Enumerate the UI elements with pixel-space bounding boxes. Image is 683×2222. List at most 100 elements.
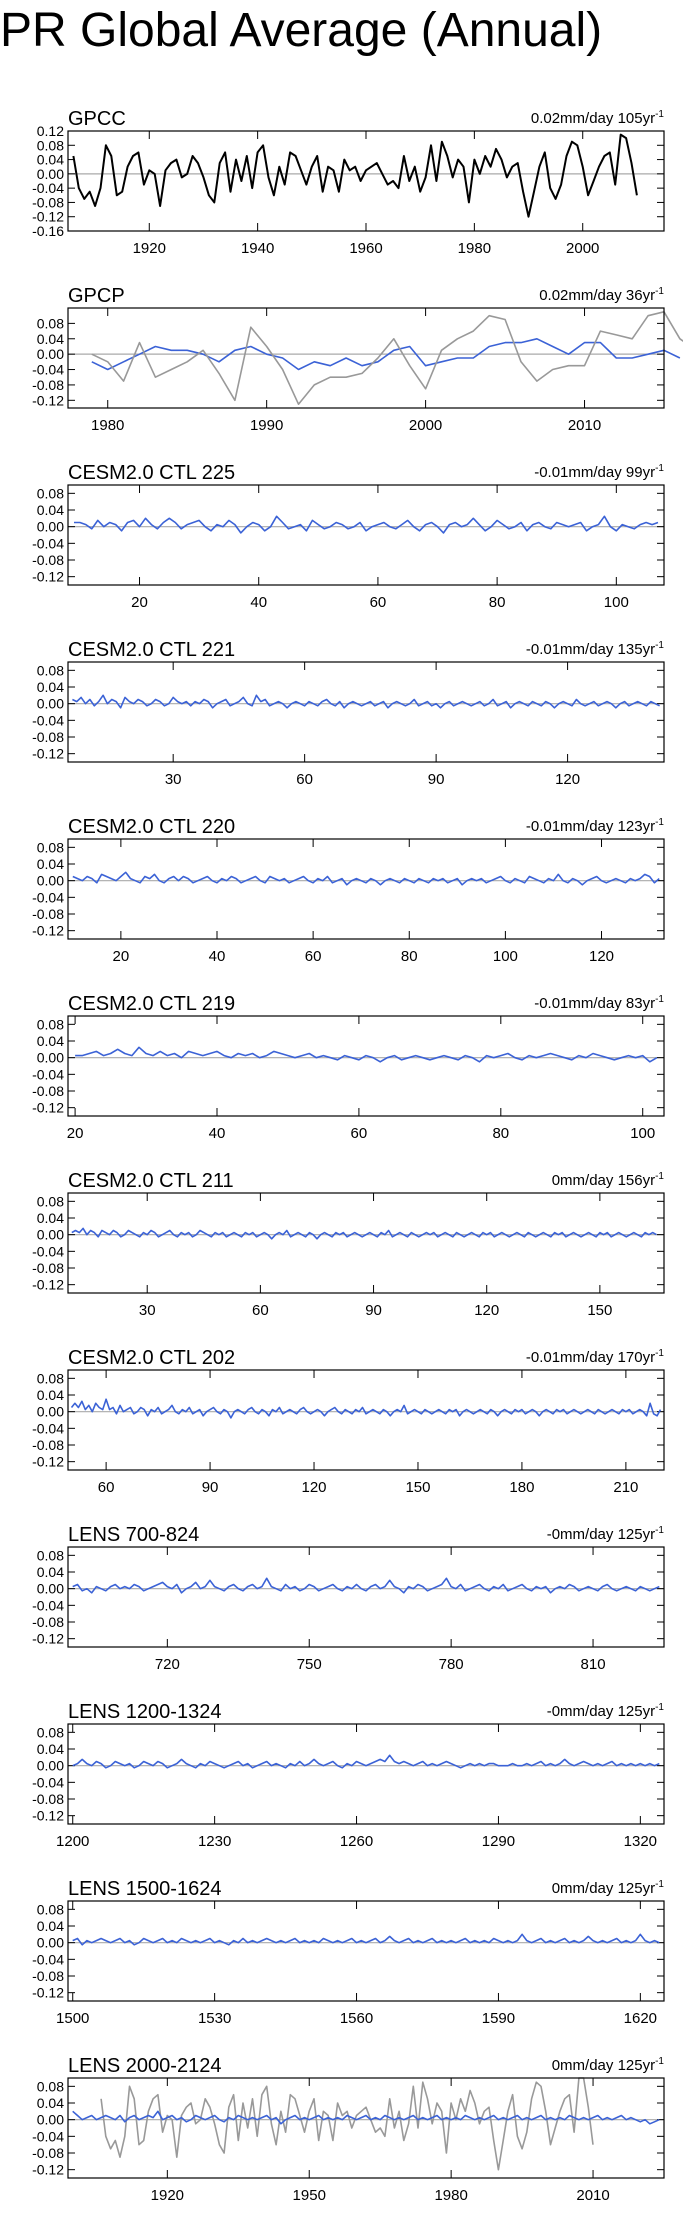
series-line — [70, 1398, 662, 1419]
y-tick-label: 0.04 — [37, 1387, 64, 1403]
x-tick-label: 1290 — [482, 1833, 515, 1850]
trend-superscript: -1 — [655, 1702, 664, 1713]
y-tick-label: -0.12 — [32, 1454, 64, 1470]
plot-frame — [67, 307, 665, 409]
panel-9: LENS 700-824 -0mm/day 125yr-1 0.080.040.00… — [32, 1524, 665, 1673]
trend-label: 0mm/day 156yr-1 — [552, 1171, 665, 1189]
y-tick-label: -0.08 — [32, 377, 64, 393]
trend-value: 0mm/day 125yr — [552, 1880, 655, 1897]
panel-5: CESM2.0 CTL 220 -0.01mm/day 123yr-10.080.… — [32, 816, 665, 965]
x-tick-label: 60 — [98, 1479, 115, 1496]
y-tick-label: 0.08 — [37, 485, 64, 501]
y-tick-label: 0.08 — [37, 1370, 64, 1386]
x-tick-label: 20 — [113, 948, 130, 965]
y-tick-label: 0.08 — [37, 1193, 64, 1209]
panel-title: CESM2.0 CTL 220 — [68, 816, 235, 838]
y-tick-label: -0.08 — [32, 1968, 64, 1984]
y-tick-label: -0.12 — [32, 1985, 64, 2001]
x-tick-label: 1990 — [250, 417, 283, 434]
y-tick-label: 0.04 — [37, 856, 64, 872]
y-tick-label: -0.12 — [32, 1631, 64, 1647]
plot-frame — [67, 1192, 665, 1294]
y-tick-label: 0.04 — [37, 1741, 64, 1757]
y-tick-label: 0.00 — [37, 873, 64, 889]
y-tick-label: -0.12 — [32, 1808, 64, 1824]
x-tick-label: 60 — [351, 1125, 368, 1142]
trend-superscript: -1 — [655, 817, 664, 828]
panel-3: CESM2.0 CTL 225 -0.01mm/day 99yr-10.080.0… — [32, 462, 665, 611]
y-tick-label: -0.12 — [32, 392, 64, 408]
plot-frame — [67, 484, 665, 586]
y-tick-label: -0.04 — [32, 1951, 64, 1967]
y-tick-label: -0.08 — [32, 194, 64, 210]
plot-frame — [67, 1369, 665, 1471]
trend-label: -0mm/day 125yr-1 — [547, 1525, 665, 1543]
y-tick-label: -0.04 — [32, 712, 64, 728]
y-tick-label: -0.12 — [32, 923, 64, 939]
y-tick-label: 0.04 — [37, 152, 64, 168]
trend-superscript: -1 — [655, 1879, 664, 1890]
page-title: PR Global Average (Annual) — [0, 4, 603, 57]
x-tick-label: 120 — [589, 948, 614, 965]
panel-title: LENS 1500-1624 — [68, 1878, 221, 1900]
x-tick-label: 80 — [401, 948, 418, 965]
panel-title: GPCC — [68, 108, 126, 130]
x-tick-label: 60 — [370, 594, 387, 611]
trend-label: 0mm/day 125yr-1 — [552, 1879, 665, 1897]
trend-superscript: -1 — [655, 286, 664, 297]
y-tick-label: 0.00 — [37, 166, 64, 182]
trend-value: 0.02mm/day 36yr — [539, 287, 655, 304]
y-tick-label: 0.08 — [37, 839, 64, 855]
y-tick-label: -0.04 — [32, 1597, 64, 1613]
x-tick-label: 60 — [305, 948, 322, 965]
x-tick-label: 1590 — [482, 2010, 515, 2027]
trend-superscript: -1 — [655, 109, 664, 120]
y-tick-label: -0.04 — [32, 362, 64, 378]
y-tick-label: -0.04 — [32, 535, 64, 551]
y-tick-label: -0.04 — [32, 1774, 64, 1790]
trend-label: 0.02mm/day 105yr-1 — [531, 109, 665, 127]
trend-label: -0.01mm/day 135yr-1 — [526, 640, 665, 658]
y-tick-label: -0.08 — [32, 1437, 64, 1453]
y-tick-label: -0.12 — [32, 569, 64, 585]
plot-frame — [67, 1546, 665, 1648]
panel-title: LENS 2000-2124 — [68, 2055, 221, 2077]
y-tick-label: 0.00 — [37, 2112, 64, 2128]
trend-value: -0mm/day 125yr — [547, 1526, 655, 1543]
panel-11: LENS 1500-1624 0mm/day 125yr-1 0.080.040.0… — [32, 1878, 665, 2027]
x-tick-label: 1920 — [133, 240, 166, 257]
x-tick-label: 30 — [139, 1302, 156, 1319]
trend-value: 0.02mm/day 105yr — [531, 110, 655, 127]
trend-label: 0.02mm/day 36yr-1 — [539, 286, 664, 304]
trend-superscript: -1 — [655, 1348, 664, 1359]
panel-1: GPCC 0.02mm/day 105yr-10.120.080.040.00-0… — [32, 108, 665, 257]
series-line — [72, 133, 638, 218]
trend-value: 0mm/day 125yr — [552, 2057, 655, 2074]
y-tick-label: -0.08 — [32, 729, 64, 745]
x-tick-label: 80 — [489, 594, 506, 611]
x-tick-label: 780 — [439, 1656, 464, 1673]
y-tick-label: -0.12 — [32, 2162, 64, 2178]
y-tick-label: 0.08 — [37, 315, 64, 331]
panel-title: LENS 700-824 — [68, 1524, 199, 1546]
y-tick-label: 0.08 — [37, 1724, 64, 1740]
x-tick-label: 120 — [474, 1302, 499, 1319]
y-tick-label: 0.04 — [37, 1564, 64, 1580]
trend-label: -0.01mm/day 83yr-1 — [534, 994, 664, 1012]
x-tick-label: 40 — [209, 1125, 226, 1142]
y-tick-label: -0.08 — [32, 1260, 64, 1276]
y-tick-label: 0.00 — [37, 519, 64, 535]
series-line — [72, 1754, 660, 1769]
series-line — [72, 1577, 660, 1594]
y-tick-label: 0.00 — [37, 1404, 64, 1420]
x-tick-label: 1260 — [340, 1833, 373, 1850]
x-tick-label: 150 — [587, 1302, 612, 1319]
trend-superscript: -1 — [655, 1171, 664, 1182]
x-tick-label: 1980 — [434, 2187, 467, 2204]
x-tick-label: 100 — [604, 594, 629, 611]
trend-value: -0.01mm/day 123yr — [526, 818, 655, 835]
y-tick-label: -0.04 — [32, 2128, 64, 2144]
x-tick-label: 120 — [555, 771, 580, 788]
y-tick-label: -0.16 — [32, 223, 64, 239]
panel-7: CESM2.0 CTL 211 0mm/day 156yr-1 0.080.040.… — [32, 1170, 665, 1319]
